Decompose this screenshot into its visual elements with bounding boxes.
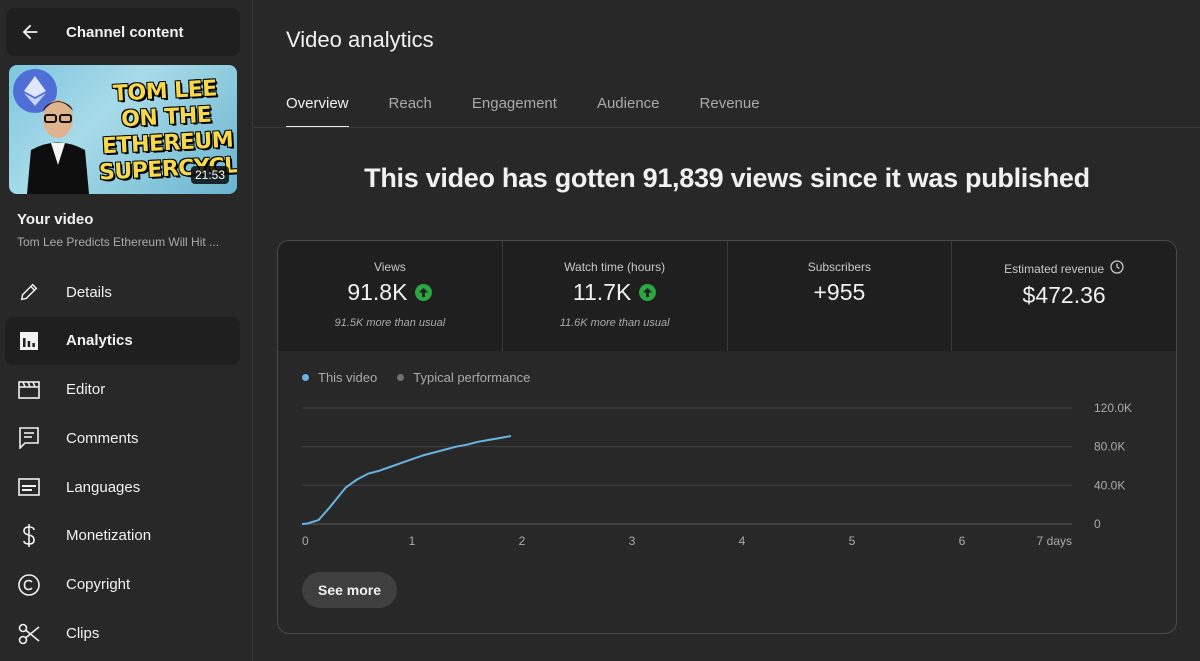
metrics-row: Views 91.8K 91.5K more than usual Watch … — [278, 241, 1176, 351]
series-line-this-video — [301, 435, 512, 525]
legend-label: Typical performance — [413, 370, 531, 385]
y-tick-label: 120.0K — [1094, 401, 1132, 415]
comment-icon — [5, 414, 53, 462]
video-duration: 21:53 — [190, 166, 229, 184]
metric-watch-time[interactable]: Watch time (hours) 11.7K 11.6K more than… — [502, 241, 728, 351]
x-tick-label: 3 — [629, 534, 636, 548]
tab-reach[interactable]: Reach — [388, 95, 432, 112]
sidebar-item-label: Analytics — [66, 332, 133, 350]
main-content: Video analytics Overview Reach Engagemen… — [254, 0, 1200, 661]
tab-audience[interactable]: Audience — [596, 95, 660, 112]
tab-revenue[interactable]: Revenue — [699, 95, 760, 112]
chart-legend: This video Typical performance — [302, 370, 550, 385]
dollar-icon — [5, 512, 53, 560]
sidebar-item-label: Clips — [66, 625, 100, 643]
sidebar-item-copyright[interactable]: Copyright — [5, 561, 240, 609]
sidebar-item-label: Copyright — [66, 576, 131, 594]
sidebar-nav: Details Analytics Editor Comments Langua… — [5, 268, 240, 658]
channel-content-header[interactable]: Channel content — [6, 8, 240, 56]
metric-label: Estimated revenue — [1004, 261, 1105, 276]
y-tick-label: 80.0K — [1094, 440, 1125, 454]
x-tick-label: 7 days — [1037, 534, 1072, 548]
legend-dot — [302, 374, 309, 381]
metric-label: Views — [373, 260, 406, 274]
sidebar-item-monetization[interactable]: Monetization — [5, 512, 240, 560]
overview-card: Views 91.8K 91.5K more than usual Watch … — [277, 240, 1177, 634]
clock-icon[interactable] — [1110, 260, 1124, 277]
tab-engagement[interactable]: Engagement — [471, 95, 557, 112]
sidebar: Channel content TOM LEE ON THE ETHEREUM … — [0, 0, 253, 661]
your-video-label: Your video — [17, 211, 94, 228]
back-arrow-icon[interactable] — [6, 8, 54, 56]
sidebar-item-comments[interactable]: Comments — [5, 414, 240, 462]
clapperboard-icon — [5, 366, 53, 414]
legend-dot — [397, 374, 405, 381]
presenter-image — [27, 100, 89, 194]
x-tick-label: 6 — [959, 534, 966, 548]
metric-label: Subscribers — [807, 260, 872, 274]
arrow-up-icon — [415, 284, 433, 301]
sidebar-item-label: Monetization — [66, 527, 152, 545]
views-line-chart[interactable]: 0 40.0K 80.0K 120.0K 0 1 2 3 4 5 6 7 days — [278, 391, 1177, 561]
scissors-icon — [5, 610, 53, 658]
tab-overview[interactable]: Overview — [286, 80, 349, 128]
metric-value: 91.8K — [347, 279, 408, 305]
metric-estimated-revenue[interactable]: Estimated revenue $472.36 — [952, 241, 1176, 351]
arrow-up-icon — [639, 284, 657, 301]
metric-value: $472.36 — [1022, 282, 1106, 308]
metric-comparison: 11.6K more than usual — [559, 317, 670, 329]
metric-subscribers[interactable]: Subscribers +955 — [727, 241, 953, 351]
metric-comparison: 91.5K more than usual — [334, 317, 446, 329]
legend-item-this-video[interactable]: This video — [302, 370, 377, 385]
subtitles-icon — [5, 463, 53, 511]
page-title: Video analytics — [286, 27, 434, 52]
sidebar-item-languages[interactable]: Languages — [5, 463, 240, 511]
sidebar-item-label: Details — [66, 283, 112, 301]
sidebar-item-label: Languages — [66, 478, 141, 496]
x-tick-label: 0 — [302, 534, 309, 548]
copyright-icon — [5, 561, 53, 609]
sidebar-item-label: Comments — [66, 429, 139, 447]
tab-divider — [254, 127, 1200, 128]
analytics-icon — [5, 317, 53, 365]
sidebar-item-editor[interactable]: Editor — [5, 366, 240, 414]
ethereum-logo-icon — [13, 69, 57, 113]
metric-value: +955 — [813, 279, 866, 305]
x-tick-label: 2 — [519, 534, 526, 548]
analytics-tabs: Overview Reach Engagement Audience Reven… — [286, 80, 800, 128]
video-thumbnail[interactable]: TOM LEE ON THE ETHEREUM SUPERCYCLE 21:53 — [9, 65, 237, 194]
sidebar-item-clips[interactable]: Clips — [5, 610, 240, 658]
pencil-icon — [5, 268, 53, 316]
y-tick-label: 0 — [1094, 517, 1101, 531]
see-more-button[interactable]: See more — [302, 572, 398, 608]
sidebar-item-analytics[interactable]: Analytics — [5, 316, 240, 365]
legend-item-typical[interactable]: Typical performance — [397, 370, 530, 385]
metric-label: Watch time (hours) — [564, 260, 666, 274]
legend-label: This video — [318, 370, 378, 385]
channel-content-title: Channel content — [66, 23, 184, 41]
sidebar-item-label: Editor — [66, 381, 106, 399]
x-tick-label: 5 — [849, 534, 856, 548]
views-headline: This video has gotten 91,839 views since… — [364, 163, 1090, 193]
x-tick-label: 4 — [739, 534, 746, 548]
video-title: Tom Lee Predicts Ethereum Will Hit ... — [17, 235, 220, 249]
metric-value: 11.7K — [572, 279, 632, 305]
x-tick-label: 1 — [409, 534, 416, 548]
y-tick-label: 40.0K — [1094, 478, 1125, 492]
sidebar-item-details[interactable]: Details — [5, 268, 240, 316]
metric-views[interactable]: Views 91.8K 91.5K more than usual — [278, 241, 503, 351]
